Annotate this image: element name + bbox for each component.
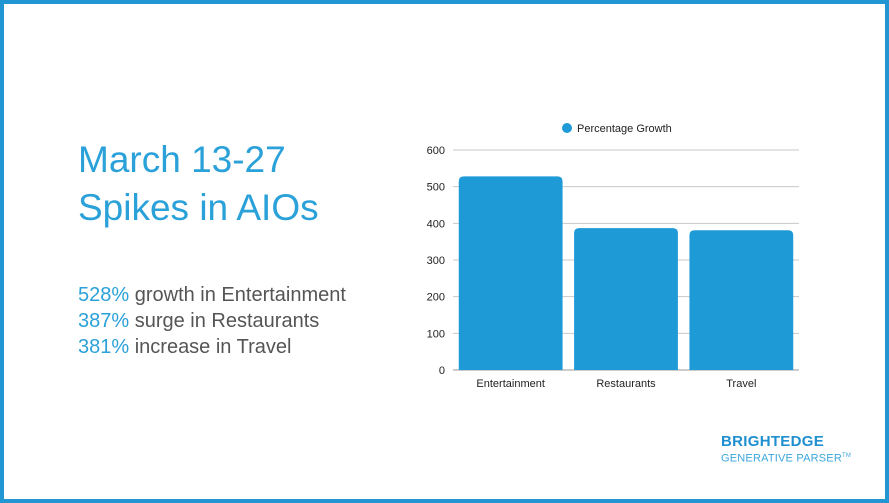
headline-line-1: March 13-27 [78,139,286,180]
y-tick-label: 200 [427,292,445,304]
y-tick-label: 100 [427,328,445,340]
bar-chart: 0 100 200 300 400 500 600 Entertainment Restaura… [409,109,809,399]
headline-line-2: Spikes in AIOs [78,187,319,228]
bar-entertainment [458,176,563,370]
stat-value: 387% [78,310,130,332]
bar-travel [689,230,794,370]
logo-trademark: TM [841,453,852,459]
logo-sub-text: GENERATIVE PARSER [721,452,842,465]
stat-item: 381% increase in Travel [78,334,346,360]
x-tick-label: Travel [726,378,756,390]
headline: March 13-27 Spikes in AIOs [78,136,319,232]
brightedge-logo: BRIGHTEDGE GENERATIVE PARSERTM [721,434,851,467]
stat-item: 387% surge in Restaurants [78,308,346,334]
x-tick-label: Restaurants [596,378,656,390]
logo-sub: GENERATIVE PARSERTM [721,449,851,467]
bar-chart-svg: 0 100 200 300 400 500 600 Entertainment Restaura… [427,123,799,390]
y-tick-label: 600 [427,145,445,157]
y-tick-label: 500 [427,182,445,194]
legend-marker [562,123,572,133]
y-tick-label: 400 [427,218,445,230]
legend-label: Percentage Growth [577,123,672,135]
stat-value: 528% [78,284,130,306]
logo-brand: BRIGHTEDGE [721,433,825,450]
y-tick-label: 0 [439,365,445,377]
stat-item: 528% growth in Entertainment [78,282,346,308]
x-tick-label: Entertainment [476,378,544,390]
stats-list: 528% growth in Entertainment 387% surge … [78,282,346,360]
stat-text: surge in Restaurants [129,310,320,332]
bar-restaurants [574,228,678,370]
y-tick-label: 300 [427,255,445,267]
stat-value: 381% [78,336,130,358]
stat-text: increase in Travel [129,336,292,358]
stat-text: growth in Entertainment [129,284,346,306]
